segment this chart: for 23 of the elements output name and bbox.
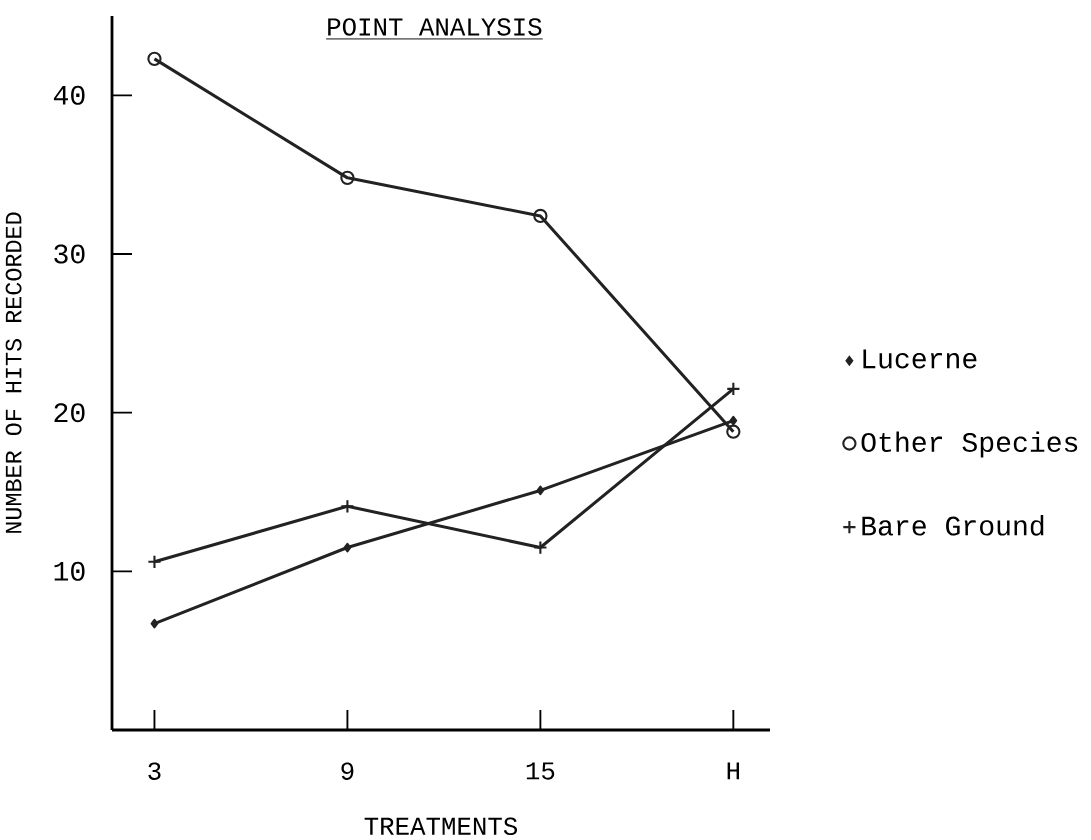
point bbox=[147, 51, 162, 66]
y-tick-label: 20 bbox=[54, 403, 85, 423]
y-tick-label: 40 bbox=[53, 85, 85, 105]
point bbox=[729, 415, 738, 426]
point bbox=[536, 485, 545, 496]
y-axis-title: NUMBER OF HITS RECORDED bbox=[5, 212, 22, 533]
point bbox=[150, 618, 159, 629]
legend-label: Other Species bbox=[861, 431, 1078, 458]
y-tick-label: 10 bbox=[54, 561, 85, 581]
point bbox=[343, 542, 352, 553]
point bbox=[340, 170, 355, 185]
x-tick-label: 9 bbox=[341, 762, 354, 780]
legend-label: Bare Ground bbox=[862, 514, 1044, 536]
y-tick-label: 30 bbox=[54, 244, 85, 264]
legend-label: Lucerne bbox=[863, 349, 977, 369]
point bbox=[726, 381, 741, 397]
point bbox=[726, 424, 741, 439]
x-axis-title: TREATMENTS bbox=[364, 817, 518, 836]
chart-title: POINT ANALYSIS bbox=[328, 18, 542, 36]
x-tick-label: H bbox=[727, 762, 740, 780]
point bbox=[533, 208, 548, 224]
x-tick-label: 3 bbox=[148, 762, 161, 780]
x-tick-label: 15 bbox=[526, 762, 555, 780]
